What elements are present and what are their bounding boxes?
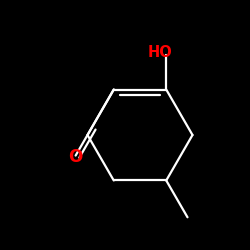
Text: O: O bbox=[68, 148, 83, 166]
Text: HO: HO bbox=[148, 44, 172, 60]
